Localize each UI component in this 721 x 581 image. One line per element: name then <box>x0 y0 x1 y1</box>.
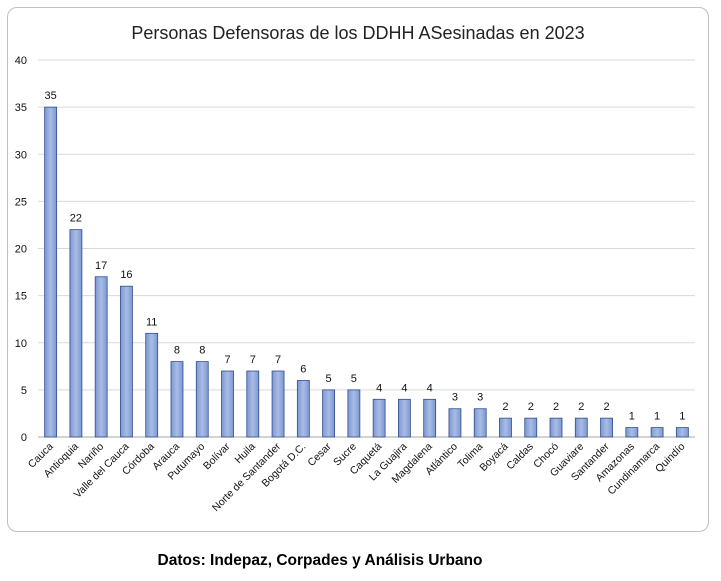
gridlines <box>38 59 695 438</box>
y-tick-label: 35 <box>15 102 27 114</box>
y-tick-label: 25 <box>15 196 27 208</box>
bar-amazonas <box>625 427 639 438</box>
y-tick-label: 0 <box>21 432 27 444</box>
data-label: 7 <box>275 354 281 366</box>
y-tick-label: 15 <box>15 291 27 303</box>
bar-boyac- <box>499 417 512 438</box>
data-label: 1 <box>679 411 685 423</box>
bar-caldas <box>524 417 538 438</box>
data-label: 5 <box>351 373 357 385</box>
data-label: 8 <box>199 345 205 357</box>
data-label: 1 <box>629 411 635 423</box>
chart-title: Personas Defensoras de los DDHH ASesinad… <box>131 23 584 43</box>
data-label: 2 <box>553 401 559 413</box>
bar-c-rdoba <box>145 332 159 438</box>
bar-sucre <box>347 389 361 438</box>
data-label: 2 <box>528 401 534 413</box>
data-label: 16 <box>120 269 132 281</box>
data-label: 2 <box>502 401 508 413</box>
data-label: 6 <box>300 363 306 375</box>
bar-huila <box>246 370 260 438</box>
data-label: 3 <box>477 392 483 404</box>
y-tick-label: 5 <box>21 385 27 397</box>
data-label: 2 <box>578 401 584 413</box>
x-tick-label: Caldas <box>504 441 536 473</box>
data-label: 4 <box>376 382 382 394</box>
bar-atl-ntico <box>448 408 462 438</box>
data-label: 17 <box>95 260 107 272</box>
bar-bol-var <box>221 370 234 438</box>
y-tick-label: 40 <box>15 55 27 67</box>
bar-cesar <box>322 389 335 438</box>
bar-santander <box>600 417 613 438</box>
data-label: 22 <box>70 213 82 225</box>
y-tick-label: 30 <box>15 149 27 161</box>
data-label: 5 <box>326 373 332 385</box>
x-tick-label: Boyacá <box>477 441 510 474</box>
bar-putumayo <box>195 361 209 438</box>
data-label: 3 <box>452 392 458 404</box>
data-label: 7 <box>224 354 230 366</box>
data-label: 7 <box>250 354 256 366</box>
bar-choc- <box>549 417 563 438</box>
source-note: Datos: Indepaz, Corpades y Análisis Urba… <box>157 552 483 569</box>
data-label: 8 <box>174 345 180 357</box>
bar-arauca <box>170 361 184 438</box>
bars <box>44 106 689 438</box>
bar-valle-del-cauca <box>120 285 133 438</box>
bar-tolima <box>473 408 487 438</box>
y-tick-label: 10 <box>15 338 27 350</box>
data-label: 4 <box>427 382 433 394</box>
bar-cundinamarca <box>650 427 664 438</box>
y-tick-label: 20 <box>15 244 27 256</box>
bar-magdalena <box>423 398 437 438</box>
bar-bogot-d-c- <box>296 380 310 438</box>
x-tick-label: Cesar <box>305 440 334 469</box>
bar-cauca <box>44 106 58 438</box>
bar-antioquia <box>69 229 83 438</box>
x-tick-label: Bolívar <box>201 440 233 472</box>
bar-la-guajira <box>398 398 411 438</box>
chart-frame <box>7 7 709 532</box>
y-axis: 0 5 10 15 20 25 30 35 40 <box>15 55 27 444</box>
data-label: 2 <box>603 401 609 413</box>
data-label: 4 <box>401 382 407 394</box>
data-label: 1 <box>654 411 660 423</box>
data-label: 35 <box>45 90 57 102</box>
bar-nari-o <box>94 276 108 438</box>
bar-guaviare <box>574 417 588 438</box>
bar-caquet- <box>372 398 386 438</box>
bar-norte-de-santander <box>271 370 285 438</box>
data-label: 11 <box>146 316 157 328</box>
bar-quind-o <box>675 427 689 438</box>
